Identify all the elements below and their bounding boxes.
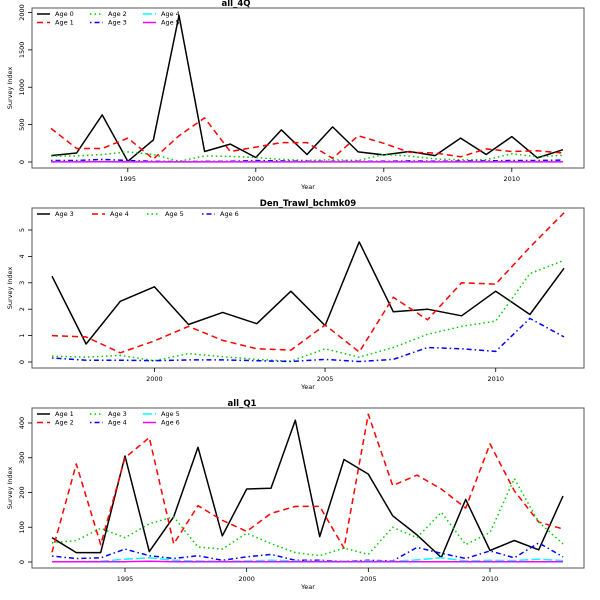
x-tick-label: 2010 [504,175,521,183]
y-tick-label: 200 [18,486,26,498]
series-line-age-0 [50,14,564,163]
x-tick-label: 2000 [248,175,265,183]
y-tick-label: 4 [18,254,26,258]
x-axis-label: Year [300,183,315,191]
plot-box [31,7,585,169]
series-line-age-2 [51,413,564,553]
y-tick-label: 2 [18,307,26,311]
x-tick-label: 2000 [146,375,163,383]
legend-label: Age 2 [55,419,74,427]
series-line-age-1 [51,419,564,559]
legend-label: Age 6 [161,419,180,427]
plot-box [31,207,585,369]
series-line-age-1 [50,117,564,160]
x-tick-label: 2005 [317,375,334,383]
y-axis-label: Survey Index [6,467,14,510]
x-tick-label: 1995 [117,575,134,583]
x-tick-label: 2010 [482,575,499,583]
legend-label: Age 1 [55,19,74,27]
x-axis-label: Year [300,383,315,391]
panel-3: all_Q1 1995 2000 2005 2010 0 100 200 300 400 Year S… [6,399,585,591]
panel-2: Den_Trawl_bchmk09 2000 2005 2010 0 1 2 3 4 5 Year S… [6,199,585,391]
series-line-age-3 [51,241,565,345]
y-tick-label: 1 [18,334,26,338]
y-tick-label: 400 [18,417,26,429]
legend-label: Age 0 [55,10,74,18]
y-tick-label: 5 [18,228,26,232]
legend-label: Age 5 [161,410,180,418]
legend-label: Age 4 [161,10,180,18]
y-tick-label: 0 [18,160,26,164]
y-tick-label: 2000 [18,4,26,21]
legend-label: Age 5 [161,19,180,27]
y-axis-label: Survey Index [6,267,14,310]
chart-title: all_4Q [222,0,251,9]
legend-label: Age 1 [55,410,74,418]
y-tick-label: 300 [18,452,26,464]
legend-label: Age 5 [165,210,184,218]
legend-label: Age 4 [108,419,127,427]
legend-label: Age 2 [108,10,127,18]
legend-label: Age 4 [110,210,129,218]
y-tick-label: 0 [18,360,26,364]
legend-label: Age 6 [220,210,239,218]
y-tick-label: 3 [18,281,26,285]
series-line-age-3 [51,477,564,557]
chart-title: Den_Trawl_bchmk09 [260,199,357,209]
y-axis-label: Survey Index [6,67,14,110]
x-tick-label: 2000 [238,575,255,583]
y-tick-label: 1500 [18,42,26,59]
y-tick-label: 1000 [18,79,26,96]
plot-box [31,407,585,569]
series-line-age-6 [51,317,565,363]
y-tick-label: 100 [18,521,26,533]
legend-label: Age 3 [55,210,74,218]
x-tick-label: 2005 [376,175,393,183]
y-tick-label: 500 [18,118,26,130]
x-tick-label: 2005 [360,575,377,583]
legend-label: Age 3 [108,410,127,418]
series-line-age-4 [51,212,565,354]
series-line-age-5 [51,259,565,362]
x-axis-label: Year [300,583,315,591]
chart-title: all_Q1 [228,399,257,409]
x-tick-label: 1995 [120,175,137,183]
panel-1: all_4Q 1995 2000 2005 2010 0 500 1000 1500 2000 Ye… [6,0,585,191]
legend-label: Age 3 [108,19,127,27]
x-tick-label: 2010 [487,375,504,383]
y-tick-label: 0 [18,560,26,564]
